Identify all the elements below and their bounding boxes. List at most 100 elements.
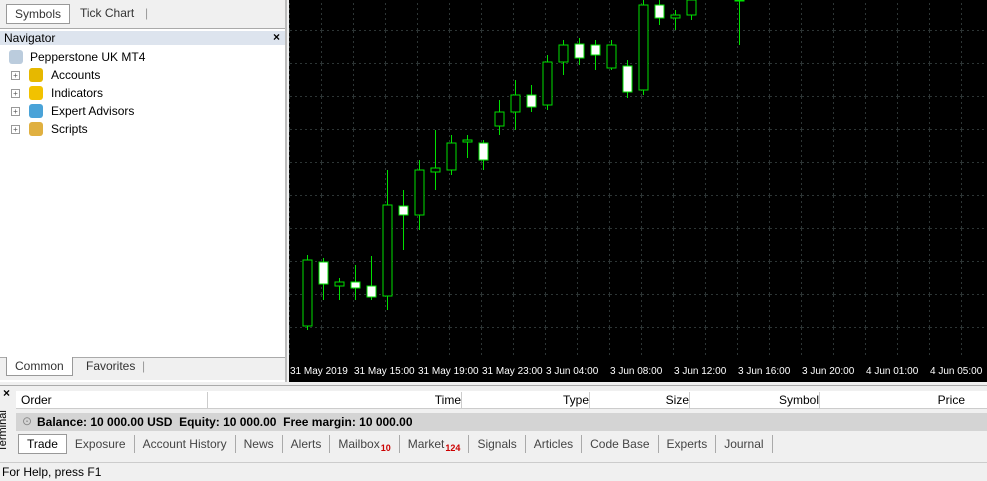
candle-body <box>334 281 345 287</box>
column-header[interactable]: Order <box>16 392 208 408</box>
candle-body <box>558 44 569 63</box>
table-header <box>16 391 987 409</box>
tree-label: Scripts <box>51 122 88 136</box>
tree-item[interactable]: + Expert Advisors <box>0 102 200 120</box>
column-header[interactable]: Type <box>463 392 590 408</box>
tree-label: Indicators <box>51 86 104 100</box>
terminal-tab[interactable]: Journal <box>716 435 773 453</box>
candle-body <box>430 167 441 173</box>
grid <box>289 0 987 356</box>
tree-item[interactable]: + Scripts <box>0 120 200 138</box>
candle-body <box>398 205 409 216</box>
candle-body <box>542 61 553 106</box>
terminal-tab[interactable]: Code Base <box>582 435 659 453</box>
time-label: 3 Jun 12:00 <box>674 366 727 377</box>
candle-body <box>446 142 457 171</box>
tab-label: Market <box>407 437 445 451</box>
tab-label: Trade <box>27 437 58 451</box>
tab-label: News <box>243 437 274 451</box>
close-button[interactable]: × <box>3 386 11 400</box>
time-label: 3 Jun 20:00 <box>802 366 855 377</box>
candle-body <box>382 204 393 297</box>
tree-label: Pepperstone UK MT4 <box>30 50 146 64</box>
tab-label: Journal <box>724 437 764 451</box>
terminal-tab[interactable]: Articles <box>526 435 583 453</box>
tab-badge: 10 <box>380 443 391 453</box>
tab[interactable]: Symbols <box>6 4 71 24</box>
time-label: 4 Jun 05:00 <box>930 366 983 377</box>
terminal-tab[interactable]: Market124 <box>400 435 470 453</box>
candle-body <box>638 4 649 91</box>
candle-body <box>494 111 505 127</box>
tab[interactable]: Favorites <box>86 359 136 373</box>
column-header[interactable]: Price <box>937 393 965 407</box>
tab-badge: 124 <box>445 443 461 453</box>
tree-root[interactable]: Pepperstone UK MT4 <box>8 48 145 66</box>
price-chart: 31 May 2019 31 May 15:00 31 May 19:00 31 Ma… <box>289 0 987 382</box>
candle-body <box>670 14 681 19</box>
navigator-title: Navigator <box>4 31 56 45</box>
candle-body <box>414 169 425 216</box>
candle-body <box>622 65 633 93</box>
tree-label: Accounts <box>51 68 101 82</box>
terminal-side-label: Terminal <box>0 410 9 452</box>
tab[interactable]: Common <box>6 357 73 376</box>
time-label: 3 Jun 08:00 <box>610 366 663 377</box>
candle-body <box>574 43 585 59</box>
terminal-tab[interactable]: Alerts <box>283 435 331 453</box>
candle-body <box>590 44 601 56</box>
status-bar <box>0 462 987 481</box>
candle-body <box>526 94 537 108</box>
column-header[interactable]: Size <box>591 392 690 408</box>
tree-label: Expert Advisors <box>51 104 135 118</box>
candle-body <box>350 281 361 289</box>
balance-row <box>16 413 987 431</box>
terminal-tab[interactable]: Exposure <box>67 435 135 453</box>
left-panel <box>0 0 287 382</box>
candles <box>302 0 745 330</box>
separator: | <box>142 359 146 373</box>
terminal-tabs: Trade Exposure Account History News Alerts Ma… <box>18 434 773 454</box>
tab-label: Alerts <box>290 437 322 451</box>
candle-body <box>686 0 697 16</box>
column-header[interactable]: Symbol <box>691 392 820 408</box>
time-label: 4 Jun 01:00 <box>866 366 919 377</box>
navigator-header <box>0 31 285 45</box>
terminal-tab[interactable]: Signals <box>469 435 526 453</box>
tab-label: Articles <box>533 437 574 451</box>
time-label: 31 May 23:00 <box>482 366 543 377</box>
column-header[interactable]: Time <box>203 392 462 408</box>
time-label: 3 Jun 16:00 <box>738 366 791 377</box>
status-text: For Help, press F1 <box>2 465 102 479</box>
time-label: 3 Jun 04:00 <box>546 366 599 377</box>
terminal-tab[interactable]: Trade <box>18 434 67 454</box>
terminal-tab[interactable]: Experts <box>659 435 717 453</box>
candle-body <box>510 94 521 113</box>
tab-label: Mailbox <box>338 437 380 451</box>
close-button[interactable]: × <box>273 30 281 44</box>
candle-body <box>462 139 473 143</box>
candle-body <box>606 44 617 69</box>
candle-body <box>302 259 313 327</box>
tab-label: Exposure <box>74 437 126 451</box>
balance-text: Balance: 10 000.00 USD Equity: 10 000.00… <box>37 415 413 429</box>
tree-item[interactable]: + Indicators <box>0 84 200 102</box>
terminal-tab[interactable]: News <box>236 435 283 453</box>
candle-body <box>734 0 745 2</box>
candle-body <box>654 4 665 19</box>
candle-body <box>366 285 377 298</box>
time-label: 31 May 19:00 <box>418 366 479 377</box>
candle-body <box>478 142 489 161</box>
time-label: 31 May 15:00 <box>354 366 415 377</box>
candle-body <box>318 261 329 285</box>
tab-label: Account History <box>142 437 227 451</box>
tab-label: Experts <box>666 437 708 451</box>
tree-item[interactable]: + Accounts <box>0 66 200 84</box>
tab-label: Signals <box>477 437 517 451</box>
separator: | <box>145 6 149 20</box>
terminal-tab[interactable]: Mailbox10 <box>330 435 400 453</box>
terminal-tab[interactable]: Account History <box>135 435 236 453</box>
tab[interactable]: Tick Chart <box>80 6 135 20</box>
time-label: 31 May 2019 <box>290 366 348 377</box>
